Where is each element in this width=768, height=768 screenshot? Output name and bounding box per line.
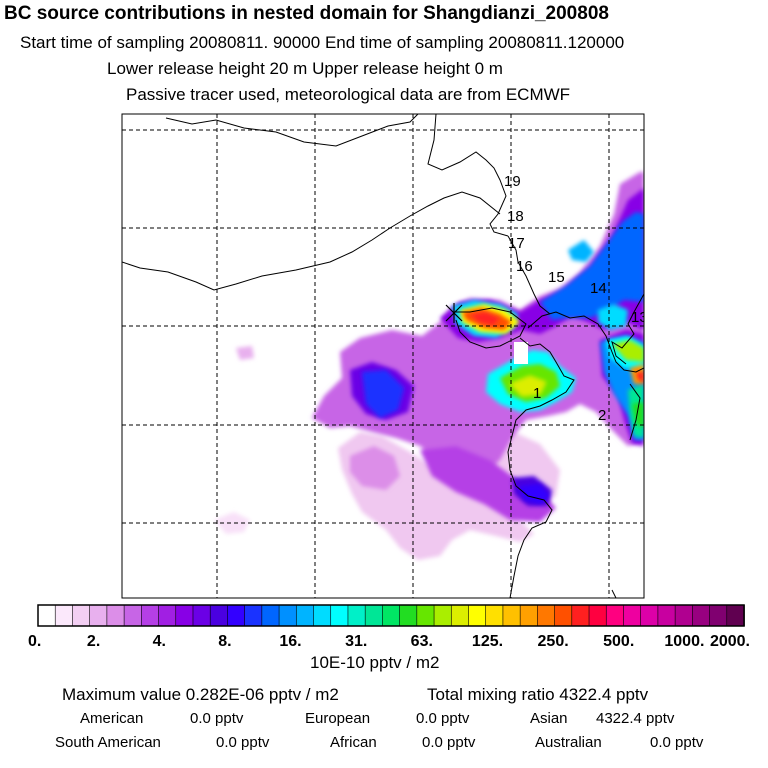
colorbar-cell: [141, 604, 160, 627]
colorbar-cell: [605, 604, 625, 627]
colorbar-tick-label: 8.: [218, 633, 231, 650]
colorbar-cell: [123, 604, 143, 627]
colorbar-cell: [519, 604, 539, 627]
colorbar-cell: [485, 604, 504, 627]
colorbar-cell: [278, 604, 298, 627]
colorbar-tick-label: 1000.: [664, 633, 704, 650]
colorbar-tick-label: 250.: [538, 633, 569, 650]
receptor-marker: [445, 303, 463, 323]
trajectory-label: 14: [590, 280, 607, 297]
region-value-american: 0.0 pptv: [190, 710, 244, 727]
colorbar-cell: [54, 604, 74, 627]
colorbar-cell: [347, 604, 366, 627]
trajectory-label: 2: [598, 407, 606, 424]
colorbar-tick-label: 16.: [279, 633, 301, 650]
colorbar-cell: [416, 604, 435, 627]
region-name-south-american: South American: [55, 734, 161, 751]
total-mixing-ratio: Total mixing ratio 4322.4 pptv: [427, 685, 649, 704]
region-name-african: African: [330, 734, 377, 751]
colorbar-cell: [72, 604, 91, 627]
colorbar-cell: [657, 604, 676, 627]
colorbar-tick-label: 2000.: [710, 633, 750, 650]
colorbar-cell: [588, 604, 608, 627]
trajectory-label: 18: [507, 208, 524, 225]
map-frame: [121, 113, 645, 599]
colorbar-cell: [209, 604, 229, 627]
release-height-line: Lower release height 20 m Upper release …: [107, 59, 503, 78]
colorbar-cell: [106, 604, 125, 627]
colorbar-cell: [295, 604, 315, 627]
colorbar-tick-label: 63.: [411, 633, 433, 650]
colorbar-cell: [433, 604, 453, 627]
sampling-time-line: Start time of sampling 20080811. 90000 E…: [20, 33, 625, 52]
trajectory-label: 17: [508, 235, 525, 252]
colorbar-cell: [537, 604, 556, 627]
colorbar-frame: [37, 604, 745, 627]
colorbar-cell: [313, 604, 332, 627]
region-name-european: European: [305, 710, 371, 727]
colorbar-tick-label: 2.: [87, 633, 100, 650]
colorbar-cell: [571, 604, 590, 627]
map-borders: [122, 114, 644, 598]
trajectory-label: 16: [516, 258, 533, 275]
colorbar-cell: [158, 604, 177, 627]
tracer-info-line: Passive tracer used, meteorological data…: [126, 85, 571, 104]
trajectory-label: 1: [533, 385, 541, 402]
region-value-south-american: 0.0 pptv: [216, 734, 270, 751]
trajectory-label: 19: [504, 173, 521, 190]
colorbar-cell: [674, 604, 694, 627]
colorbar-cell: [330, 604, 349, 627]
colorbar-cell: [382, 604, 401, 627]
region-value-asian: 4322.4 pptv: [596, 710, 675, 727]
colorbar-tick-label: 0.: [28, 633, 41, 650]
colorbar-cell: [554, 604, 573, 627]
colorbar-cell: [468, 604, 487, 627]
trajectory-label: 15: [548, 269, 565, 286]
region-name-asian: Asian: [530, 710, 568, 727]
white-gap: [514, 342, 528, 364]
region-value-european: 0.0 pptv: [416, 710, 470, 727]
colorbar-cell: [623, 604, 642, 627]
colorbar: 0. 2. 4. 8. 16. 31. 63. 125. 250. 500. 1000. 2000.: [28, 604, 750, 650]
plume-layer-red: [462, 308, 644, 382]
colorbar-cell: [192, 604, 211, 627]
colorbar-cell: [89, 604, 108, 627]
colorbar-cell: [227, 604, 246, 627]
colorbar-cell: [244, 604, 263, 627]
colorbar-cell: [37, 604, 57, 627]
colorbar-cell: [692, 604, 711, 627]
colorbar-cell: [364, 604, 384, 627]
region-name-american: American: [80, 710, 144, 727]
trajectory-label: 13: [631, 309, 648, 326]
colorbar-tick-label: 125.: [472, 633, 503, 650]
colorbar-cell: [640, 604, 659, 627]
colorbar-cell: [450, 604, 470, 627]
region-name-australian: Australian: [535, 734, 602, 751]
colorbar-unit: 10E-10 pptv / m2: [310, 653, 440, 672]
region-value-australian: 0.0 pptv: [650, 734, 704, 751]
colorbar-cell: [399, 604, 418, 627]
region-value-african: 0.0 pptv: [422, 734, 476, 751]
maximum-value: Maximum value 0.282E-06 pptv / m2: [62, 685, 339, 704]
colorbar-cell: [709, 604, 728, 627]
colorbar-cell: [502, 604, 521, 627]
colorbar-cell: [726, 604, 745, 627]
chart-title: BC source contributions in nested domain…: [4, 3, 609, 24]
colorbar-tick-label: 4.: [153, 633, 166, 650]
colorbar-cell: [261, 604, 280, 627]
colorbar-cell: [175, 604, 194, 627]
colorbar-tick-label: 31.: [345, 633, 367, 650]
map-grid: [122, 114, 644, 598]
colorbar-tick-label: 500.: [603, 633, 634, 650]
